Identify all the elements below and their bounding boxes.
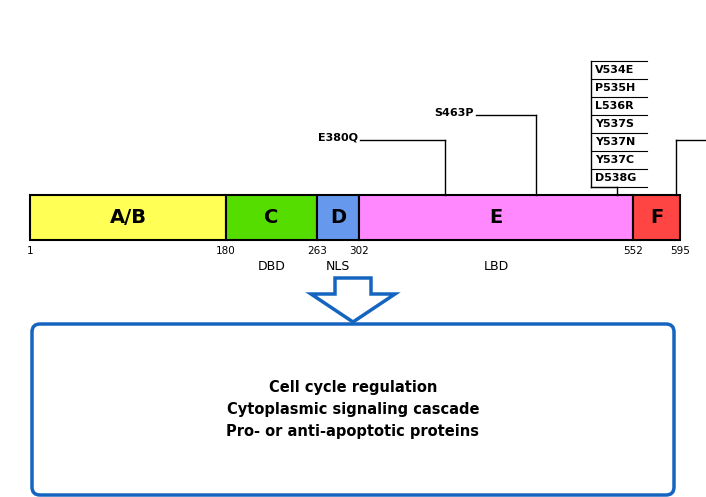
Bar xyxy=(226,195,317,240)
Text: NLS: NLS xyxy=(326,260,350,273)
Text: Y537C: Y537C xyxy=(595,155,635,165)
Text: F: F xyxy=(650,208,663,227)
Text: A/B: A/B xyxy=(109,208,146,227)
Text: Cytoplasmic signaling cascade: Cytoplasmic signaling cascade xyxy=(227,402,479,417)
FancyBboxPatch shape xyxy=(32,324,674,495)
Text: S463P: S463P xyxy=(434,108,474,118)
Text: Y537N: Y537N xyxy=(595,137,635,147)
Text: 595: 595 xyxy=(670,246,690,256)
Bar xyxy=(633,195,680,240)
Text: 180: 180 xyxy=(216,246,236,256)
Polygon shape xyxy=(311,278,395,322)
Text: P535H: P535H xyxy=(595,83,635,93)
Bar xyxy=(359,195,633,240)
Text: E380Q: E380Q xyxy=(318,133,358,143)
Text: Cell cycle regulation: Cell cycle regulation xyxy=(269,380,437,395)
Text: 1: 1 xyxy=(27,246,33,256)
Text: 302: 302 xyxy=(349,246,369,256)
Text: L536R: L536R xyxy=(595,101,634,111)
Text: Y537S: Y537S xyxy=(595,119,635,129)
Text: C: C xyxy=(264,208,278,227)
Text: 263: 263 xyxy=(307,246,327,256)
Text: 552: 552 xyxy=(623,246,643,256)
Text: V534E: V534E xyxy=(595,65,635,75)
Text: Pro- or anti-apoptotic proteins: Pro- or anti-apoptotic proteins xyxy=(227,424,479,439)
Text: D: D xyxy=(330,208,346,227)
Bar xyxy=(30,195,226,240)
Bar xyxy=(317,195,359,240)
Text: LBD: LBD xyxy=(484,260,509,273)
Text: D538G: D538G xyxy=(595,173,637,183)
Text: E: E xyxy=(489,208,503,227)
Text: DBD: DBD xyxy=(258,260,285,273)
